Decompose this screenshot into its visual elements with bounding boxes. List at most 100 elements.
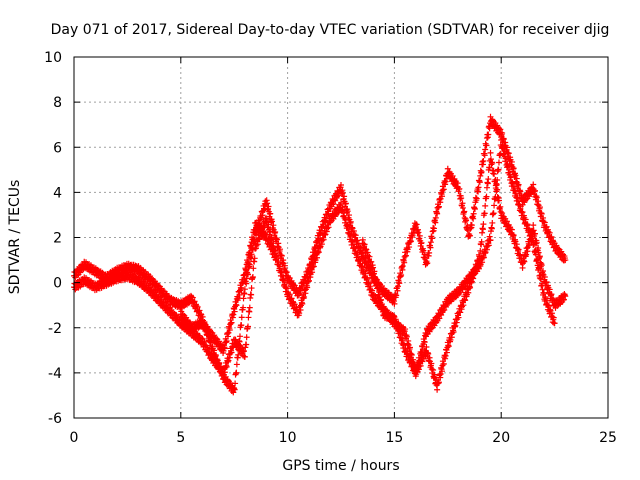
data-point-marker xyxy=(364,275,371,282)
data-point-marker xyxy=(524,221,531,228)
data-point-marker xyxy=(415,229,422,236)
data-point-marker xyxy=(349,225,356,232)
data-point-marker xyxy=(424,260,431,267)
data-point-marker xyxy=(351,244,358,251)
data-point-marker xyxy=(439,368,446,375)
data-point-marker xyxy=(148,286,155,293)
data-point-marker xyxy=(228,319,235,326)
data-point-marker xyxy=(526,193,533,200)
data-point-marker xyxy=(548,291,555,298)
data-point-marker xyxy=(148,275,155,282)
data-point-marker xyxy=(403,333,410,340)
data-point-marker xyxy=(549,313,556,320)
data-point-marker xyxy=(396,280,403,287)
data-point-marker xyxy=(540,290,547,297)
x-axis-label: GPS time / hours xyxy=(282,458,399,474)
data-point-marker xyxy=(537,275,544,282)
data-point-marker xyxy=(466,277,473,284)
x-tick-label: 0 xyxy=(70,430,79,446)
data-point-marker xyxy=(361,241,368,248)
data-point-marker xyxy=(495,166,502,173)
data-point-marker xyxy=(531,241,538,248)
data-point-marker xyxy=(421,339,428,346)
series-track-a xyxy=(71,113,569,396)
data-point-marker xyxy=(434,386,441,393)
data-point-marker xyxy=(431,225,438,232)
data-point-marker xyxy=(320,236,327,243)
data-point-marker xyxy=(476,179,483,186)
data-point-marker xyxy=(478,238,485,245)
data-point-marker xyxy=(413,367,420,374)
data-point-marker xyxy=(515,246,522,253)
data-point-marker xyxy=(285,290,292,297)
data-point-marker xyxy=(401,259,408,266)
data-point-marker xyxy=(368,258,375,265)
data-point-marker xyxy=(471,206,478,213)
data-point-marker xyxy=(354,250,361,257)
data-point-marker xyxy=(369,287,376,294)
data-point-marker xyxy=(443,349,450,356)
data-point-marker xyxy=(440,186,447,193)
data-point-marker xyxy=(462,297,469,304)
data-point-marker xyxy=(523,251,530,258)
data-point-marker xyxy=(225,357,232,364)
data-point-marker xyxy=(238,322,245,329)
data-point-marker xyxy=(500,136,507,143)
data-point-marker xyxy=(464,280,471,287)
data-point-marker xyxy=(543,279,550,286)
data-point-marker xyxy=(409,232,416,239)
data-point-marker xyxy=(399,263,406,270)
data-point-marker xyxy=(230,311,237,318)
data-point-marker xyxy=(223,337,230,344)
data-point-marker xyxy=(445,343,452,350)
data-point-marker xyxy=(452,322,459,329)
series-track-c xyxy=(177,137,558,378)
data-point-marker xyxy=(347,218,354,225)
y-tick-label: 2 xyxy=(53,231,62,247)
data-point-marker xyxy=(363,246,370,253)
data-point-marker xyxy=(333,193,340,200)
data-point-marker xyxy=(244,258,251,265)
data-point-marker xyxy=(278,252,285,259)
data-point-marker xyxy=(414,364,421,371)
y-axis-label: SDTVAR / TECUs xyxy=(7,180,23,295)
data-point-marker xyxy=(499,130,506,137)
data-point-marker xyxy=(227,350,234,357)
data-point-marker xyxy=(521,258,528,265)
data-point-marker xyxy=(232,380,239,387)
data-point-marker xyxy=(248,291,255,298)
data-point-marker xyxy=(349,238,356,245)
data-point-marker xyxy=(553,242,560,249)
data-point-marker xyxy=(283,269,290,276)
data-point-marker xyxy=(233,361,240,368)
data-point-marker xyxy=(352,245,359,252)
data-point-marker xyxy=(459,204,466,211)
data-point-marker xyxy=(339,207,346,214)
data-point-marker xyxy=(418,239,425,246)
data-point-marker xyxy=(393,292,400,299)
data-point-marker xyxy=(473,195,480,202)
data-point-marker xyxy=(467,284,474,291)
data-point-marker xyxy=(191,298,198,305)
data-point-marker xyxy=(427,239,434,246)
data-point-marker xyxy=(438,311,445,318)
data-point-marker xyxy=(456,185,463,192)
data-point-marker xyxy=(235,295,242,302)
data-point-marker xyxy=(299,300,306,307)
data-point-marker xyxy=(437,371,444,378)
data-point-marker xyxy=(339,190,346,197)
data-point-marker xyxy=(510,232,517,239)
data-point-marker xyxy=(425,350,432,357)
data-point-marker xyxy=(514,194,521,201)
data-point-marker xyxy=(221,345,228,352)
data-point-marker xyxy=(309,269,316,276)
data-point-marker xyxy=(489,160,496,167)
data-point-marker xyxy=(365,252,372,259)
data-point-marker xyxy=(539,286,546,293)
data-point-marker xyxy=(344,223,351,230)
data-point-marker xyxy=(416,232,423,239)
data-point-marker xyxy=(447,336,454,343)
data-point-marker xyxy=(240,278,247,285)
data-point-marker xyxy=(193,302,200,309)
data-point-marker xyxy=(283,285,290,292)
